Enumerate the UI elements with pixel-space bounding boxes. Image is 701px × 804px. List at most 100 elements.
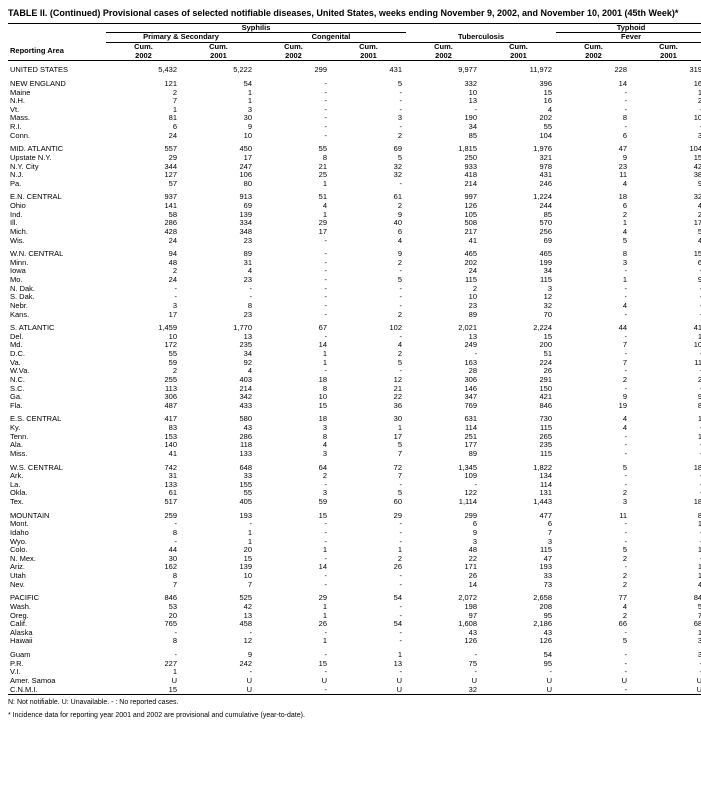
area-cell: N.H.: [8, 97, 106, 106]
value-cell: 214: [181, 385, 256, 394]
value-cell: 1: [256, 359, 331, 368]
value-cell: 21: [331, 385, 406, 394]
value-cell: 1,976: [481, 140, 556, 154]
value-cell: 10: [106, 333, 181, 342]
value-cell: -: [256, 529, 331, 538]
value-cell: 1: [181, 89, 256, 98]
table-row: Hawaii8121-12612653: [8, 637, 701, 646]
value-cell: -: [106, 538, 181, 547]
value-cell: 102: [331, 319, 406, 333]
area-cell: Mo.: [8, 276, 106, 285]
value-cell: 247: [181, 163, 256, 172]
table-row: Iowa24--2434--: [8, 267, 701, 276]
value-cell: 95: [481, 660, 556, 669]
value-cell: -: [181, 668, 256, 677]
value-cell: -: [256, 89, 331, 98]
value-cell: 2: [556, 581, 631, 590]
table-row: Tenn.153286817251265-1: [8, 433, 701, 442]
value-cell: 6: [106, 123, 181, 132]
value-cell: 1,770: [181, 319, 256, 333]
value-cell: 2,072: [406, 589, 481, 603]
value-cell: 256: [481, 228, 556, 237]
area-cell: Miss.: [8, 450, 106, 459]
value-cell: -: [331, 367, 406, 376]
value-cell: 7: [556, 359, 631, 368]
area-cell: Okla.: [8, 489, 106, 498]
value-cell: 48: [406, 546, 481, 555]
value-cell: 114: [406, 424, 481, 433]
value-cell: -: [331, 581, 406, 590]
value-cell: 286: [106, 219, 181, 228]
value-cell: 4: [256, 202, 331, 211]
value-cell: 54: [331, 589, 406, 603]
value-cell: 9: [331, 211, 406, 220]
value-cell: -: [631, 367, 701, 376]
value-cell: -: [181, 293, 256, 302]
value-cell: 8: [556, 114, 631, 123]
value-cell: 141: [106, 202, 181, 211]
value-cell: 6: [556, 202, 631, 211]
table-row: Guam-9-1-54-3: [8, 646, 701, 660]
value-cell: 29: [331, 507, 406, 521]
value-cell: 10: [181, 572, 256, 581]
value-cell: 12: [181, 637, 256, 646]
value-cell: 2: [556, 489, 631, 498]
value-cell: 5: [331, 489, 406, 498]
value-cell: 8: [106, 529, 181, 538]
value-cell: -: [106, 520, 181, 529]
table-row: W.N. CENTRAL9489-9465465815: [8, 245, 701, 259]
value-cell: 69: [331, 140, 406, 154]
table-row: Nev.77--147324: [8, 581, 701, 590]
area-cell: N.Y. City: [8, 163, 106, 172]
value-cell: -: [556, 293, 631, 302]
value-cell: 13: [181, 612, 256, 621]
value-cell: 177: [406, 441, 481, 450]
value-cell: 31: [181, 259, 256, 268]
value-cell: 1: [256, 612, 331, 621]
value-cell: 2: [331, 555, 406, 564]
data-table: Syphilis Typhoid Primary & Secondary Con…: [8, 23, 701, 695]
col-cong-2001: Cum.2001: [331, 43, 406, 61]
value-cell: 1: [331, 646, 406, 660]
value-cell: 2: [331, 350, 406, 359]
value-cell: 9: [556, 154, 631, 163]
value-cell: 12: [331, 376, 406, 385]
value-cell: 465: [481, 245, 556, 259]
value-cell: -: [331, 603, 406, 612]
area-cell: UNITED STATES: [8, 61, 106, 75]
value-cell: 43: [181, 424, 256, 433]
value-cell: -: [631, 293, 701, 302]
value-cell: 115: [406, 276, 481, 285]
header-typhoid: Typhoid: [556, 23, 701, 33]
value-cell: 59: [106, 359, 181, 368]
value-cell: 1: [631, 572, 701, 581]
area-cell: N.J.: [8, 171, 106, 180]
value-cell: 8: [181, 302, 256, 311]
area-cell: Nebr.: [8, 302, 106, 311]
value-cell: -: [556, 563, 631, 572]
value-cell: 8: [556, 245, 631, 259]
value-cell: 1: [631, 546, 701, 555]
table-row: Utah810--263321: [8, 572, 701, 581]
value-cell: 846: [106, 589, 181, 603]
value-cell: 937: [106, 188, 181, 202]
value-cell: 2: [631, 211, 701, 220]
value-cell: 4: [556, 603, 631, 612]
value-cell: 1,443: [481, 498, 556, 507]
value-cell: 1: [256, 637, 331, 646]
value-cell: 2: [406, 285, 481, 294]
value-cell: 153: [106, 433, 181, 442]
area-cell: N. Dak.: [8, 285, 106, 294]
value-cell: -: [556, 106, 631, 115]
value-cell: 1: [181, 529, 256, 538]
value-cell: -: [331, 668, 406, 677]
area-cell: Mont.: [8, 520, 106, 529]
value-cell: 67: [256, 319, 331, 333]
value-cell: 8: [631, 507, 701, 521]
value-cell: 193: [481, 563, 556, 572]
value-cell: -: [331, 612, 406, 621]
area-cell: C.N.M.I.: [8, 686, 106, 695]
value-cell: 9: [181, 646, 256, 660]
value-cell: 23: [181, 276, 256, 285]
value-cell: 508: [406, 219, 481, 228]
